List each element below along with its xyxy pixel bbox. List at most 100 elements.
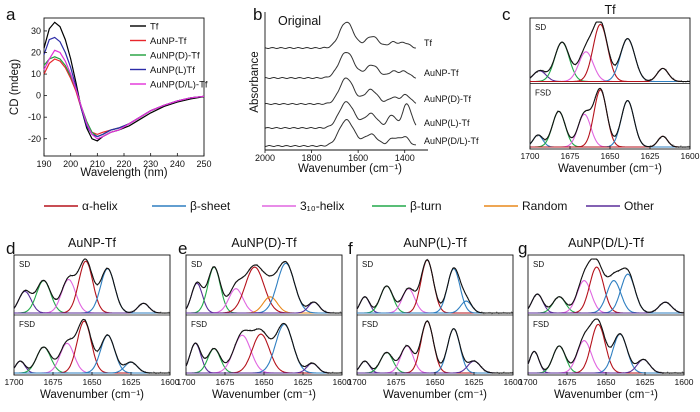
cd-x-tick-label: 250 xyxy=(196,159,211,169)
fsd-fit-sum-curve xyxy=(356,320,513,374)
x-tick-label: 1675 xyxy=(44,377,63,387)
cd-x-tick-label: 220 xyxy=(116,159,131,169)
sd-band-label: SD xyxy=(535,23,546,32)
aunp-d-tf-panel-title: AuNP(D)-Tf xyxy=(231,236,297,250)
ftir-original-label: Original xyxy=(278,14,321,28)
x-tick-label: 1700 xyxy=(177,377,196,387)
aunp-l-tf-deconvolution-chart: AuNP(L)-Tf SD FSD 1700 1675 1650 1625 1600 Wav… xyxy=(348,236,523,401)
sd-component-beta-sheet xyxy=(528,280,684,314)
aunp-tf-deconvolution-chart: AuNP-Tf SD FSD 1700 1675 1650 1625 1600 Wavenu… xyxy=(5,236,180,401)
aunp-d-tf-x-axis-label: Wavenumber (cm⁻¹) xyxy=(212,389,316,401)
x-tick-label: 1625 xyxy=(465,377,484,387)
cd-spectra-chart: 190 200 210 220 230 240 250 -20 -10 0 10 20 30 Wavel… xyxy=(9,17,212,179)
aunp-l-tf-panel-title: AuNP(L)-Tf xyxy=(403,236,467,250)
cd-y-tick-label: -20 xyxy=(28,134,41,144)
x-tick-label: 1625 xyxy=(636,377,655,387)
cd-y-tick-label: -10 xyxy=(28,112,41,122)
tf-x-axis-label: Wavenumber (cm⁻¹) xyxy=(558,163,662,175)
cd-x-tick-label: 200 xyxy=(63,159,78,169)
ftir-series-label: AuNP(D)-Tf xyxy=(424,94,471,104)
sd-fit-sum-curve xyxy=(13,258,170,314)
fsd-component-alpha-helix xyxy=(14,320,170,374)
cd-legend-label: AuNP(L)Tf xyxy=(150,65,195,76)
x-tick-label: 1625 xyxy=(294,377,313,387)
cd-legend: Tf AuNP-Tf AuNP(D)-Tf AuNP(L)Tf AuNP(D/L)-Tf xyxy=(130,22,208,91)
x-tick-label: 1650 xyxy=(426,377,445,387)
ftir-series-tf xyxy=(264,21,416,50)
cd-y-axis-label: CD (mdeg) xyxy=(9,59,21,115)
cd-x-tick-label: 210 xyxy=(90,159,105,169)
x-tick-label: 1675 xyxy=(387,377,406,387)
cd-legend-label: Tf xyxy=(150,22,159,33)
fsd-component-beta-turn xyxy=(357,351,513,374)
sd-fit-sum-curve xyxy=(185,260,342,314)
panel-letter-c: c xyxy=(502,5,511,24)
ftir-series-aunp-d-l-tf xyxy=(264,118,417,148)
ftir-x-tick-label: 1600 xyxy=(348,153,368,163)
ftir-series-aunp-d-tf xyxy=(264,77,417,106)
sd-band-label: SD xyxy=(533,260,544,269)
ftir-original-chart: 2000 1800 1600 1400 Original Wavenumber (cm… xyxy=(249,12,479,175)
ftir-series-label: AuNP(D/L)-Tf xyxy=(424,136,479,146)
cd-x-axis-label: Wavelength (nm) xyxy=(80,167,167,179)
panel-letter-e: e xyxy=(178,239,187,258)
fsd-component-beta-sheet xyxy=(530,99,690,148)
cd-legend-label: AuNP(D)-Tf xyxy=(150,51,200,62)
sd-component-helix-310 xyxy=(357,288,513,314)
cd-x-tick-label: 240 xyxy=(170,159,185,169)
fsd-fit-sum-curve xyxy=(185,322,342,374)
sd-component-other xyxy=(356,296,513,314)
x-tick-label: 1700 xyxy=(5,377,24,387)
x-tick-label: 1675 xyxy=(558,377,577,387)
sd-component-other xyxy=(528,301,685,314)
ftir-series-aunp-tf xyxy=(264,51,417,80)
fsd-band-label: FSD xyxy=(533,320,549,329)
fsd-band-label: FSD xyxy=(191,320,207,329)
sd-band-label: SD xyxy=(19,260,30,269)
fsd-component-beta-sheet xyxy=(14,361,170,374)
ftir-x-axis-label: Wavenumber (cm⁻¹) xyxy=(298,163,402,175)
sd-measured-curve xyxy=(529,21,691,83)
x-tick-label: 1700 xyxy=(521,151,540,161)
legend-label-random: Random xyxy=(522,199,567,213)
sd-fit-sum-curve xyxy=(356,259,513,314)
x-tick-label: 1600 xyxy=(161,377,180,387)
sd-fit-sum-curve xyxy=(527,258,685,314)
sd-component-beta-sheet xyxy=(357,300,513,314)
sd-component-other xyxy=(185,282,342,314)
x-tick-label: 1650 xyxy=(83,377,102,387)
legend-label-helix-310: 3₁₀-helix xyxy=(300,199,344,213)
ftir-x-tick-label: 2000 xyxy=(255,153,275,163)
cd-series-aunp-d-l-tf xyxy=(43,49,205,140)
fsd-fit-sum-curve xyxy=(529,87,690,148)
cd-series-tf xyxy=(43,21,205,142)
x-tick-label: 1600 xyxy=(504,377,523,387)
panel-letter-g: g xyxy=(518,239,527,258)
cd-x-tick-label: 230 xyxy=(143,159,158,169)
sd-component-beta-turn xyxy=(14,280,170,314)
legend-label-other: Other xyxy=(624,199,654,213)
panel-letter-a: a xyxy=(6,5,16,24)
cd-legend-label: AuNP-Tf xyxy=(150,36,187,47)
sd-band-label: SD xyxy=(191,260,202,269)
sd-fit-sum-curve xyxy=(529,21,690,83)
panel-letter-b: b xyxy=(253,5,262,24)
x-tick-label: 1600 xyxy=(681,151,700,161)
legend-label-beta-sheet: β-sheet xyxy=(190,199,231,213)
fsd-band-label: FSD xyxy=(362,320,378,329)
x-tick-label: 1625 xyxy=(122,377,141,387)
cd-y-tick-label: 20 xyxy=(31,48,41,58)
x-tick-label: 1675 xyxy=(561,151,580,161)
cd-y-tick-label: 30 xyxy=(31,26,41,36)
ftir-x-tick-label: 1400 xyxy=(395,153,415,163)
x-tick-label: 1600 xyxy=(675,377,694,387)
x-tick-label: 1650 xyxy=(255,377,274,387)
fsd-component-helix-310 xyxy=(14,342,170,374)
x-tick-label: 1700 xyxy=(519,377,538,387)
panel-letter-f: f xyxy=(348,239,353,258)
legend-label-beta-turn: β-turn xyxy=(410,199,442,213)
sd-component-alpha-helix xyxy=(530,23,690,83)
aunp-tf-panel-title: AuNP-Tf xyxy=(68,236,116,250)
fsd-fit-sum-curve xyxy=(13,318,170,374)
